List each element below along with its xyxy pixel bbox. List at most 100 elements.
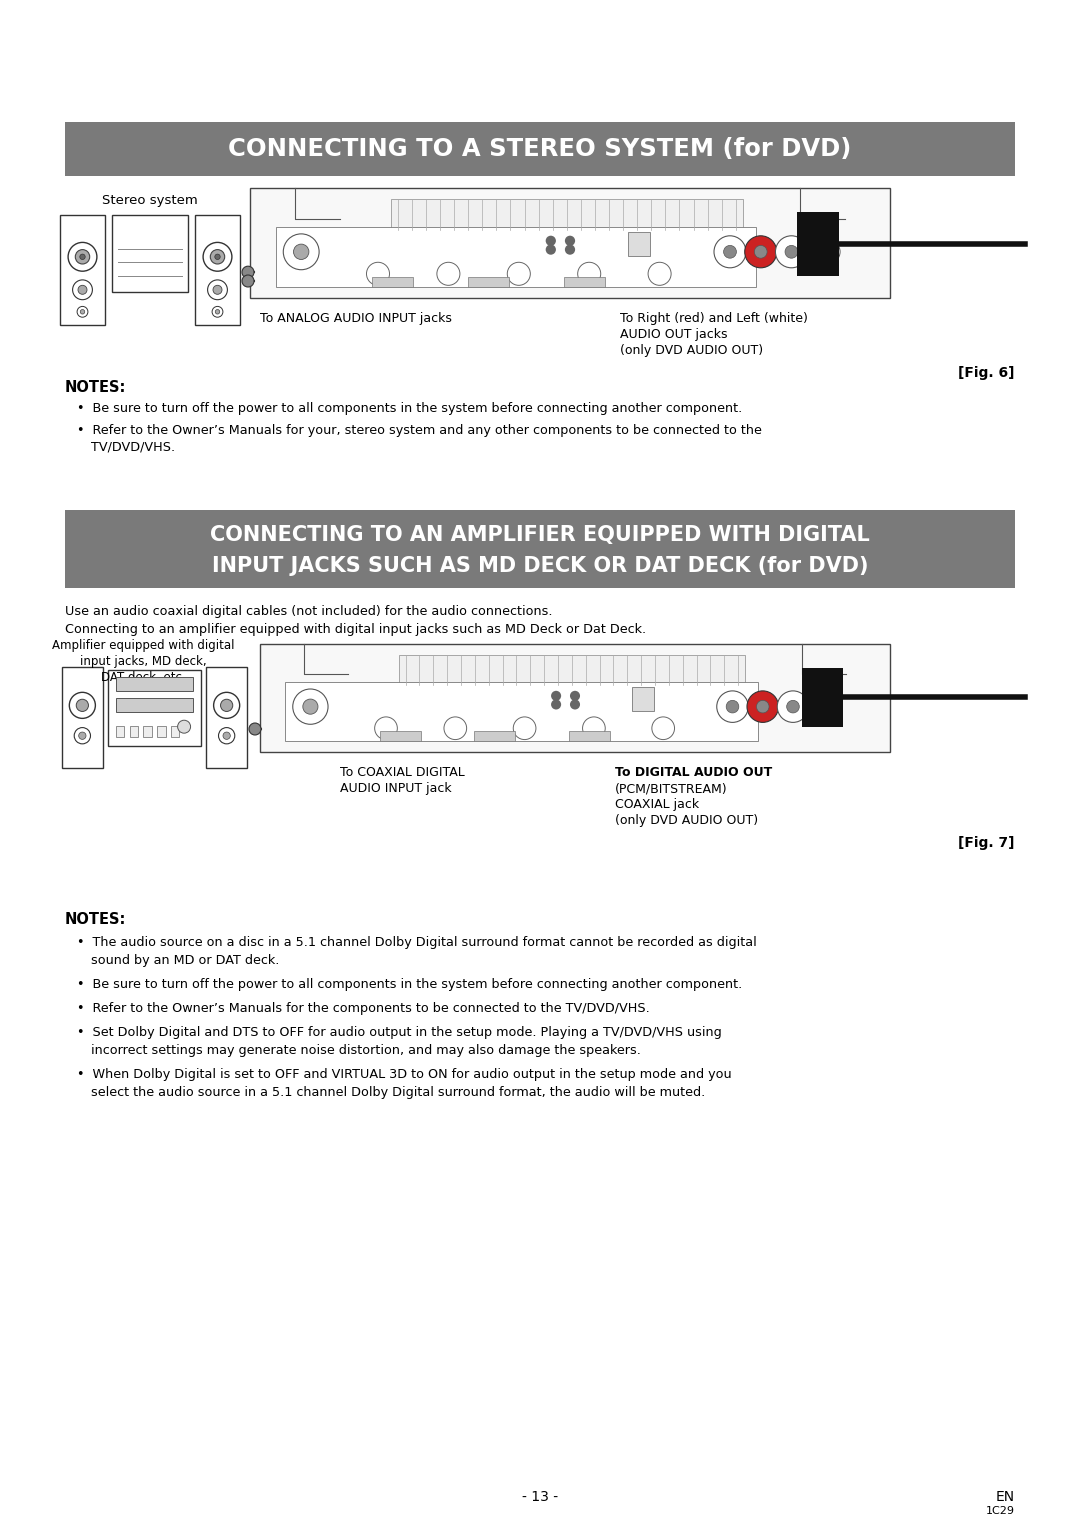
Circle shape: [69, 692, 95, 718]
Bar: [627, 232, 650, 257]
Bar: [275, 226, 756, 287]
Bar: [564, 277, 605, 287]
Text: CONNECTING TO A STEREO SYSTEM (for DVD): CONNECTING TO A STEREO SYSTEM (for DVD): [228, 138, 852, 160]
Bar: [171, 726, 179, 736]
Bar: [108, 671, 201, 746]
Circle shape: [508, 263, 530, 286]
Circle shape: [582, 717, 605, 740]
Circle shape: [444, 717, 467, 740]
Text: •  Refer to the Owner’s Manuals for your, stereo system and any other components: • Refer to the Owner’s Manuals for your,…: [77, 423, 761, 437]
Text: DAT deck, etc.: DAT deck, etc.: [102, 671, 186, 685]
Bar: [285, 681, 758, 741]
Circle shape: [293, 689, 328, 724]
Circle shape: [775, 235, 808, 267]
Bar: [206, 666, 247, 769]
Text: •  When Dolby Digital is set to OFF and VIRTUAL 3D to ON for audio output in the: • When Dolby Digital is set to OFF and V…: [77, 1068, 731, 1080]
Text: Use an audio coaxial digital cables (not included) for the audio connections.: Use an audio coaxial digital cables (not…: [65, 605, 553, 617]
Circle shape: [565, 244, 576, 255]
Circle shape: [437, 263, 460, 286]
Circle shape: [75, 727, 91, 744]
Text: (PCM/BITSTREAM): (PCM/BITSTREAM): [615, 782, 728, 795]
Bar: [116, 726, 124, 736]
Text: NOTES:: NOTES:: [65, 912, 126, 927]
Bar: [260, 643, 890, 752]
Circle shape: [714, 235, 746, 267]
Circle shape: [215, 254, 220, 260]
Circle shape: [72, 280, 93, 299]
Bar: [130, 726, 138, 736]
Bar: [797, 212, 839, 277]
Circle shape: [213, 286, 222, 295]
Bar: [474, 732, 515, 741]
Bar: [60, 215, 105, 325]
Text: •  Be sure to turn off the power to all components in the system before connecti: • Be sure to turn off the power to all c…: [77, 402, 742, 416]
Text: TV/DVD/VHS.: TV/DVD/VHS.: [91, 440, 175, 452]
Text: •  Refer to the Owner’s Manuals for the components to be connected to the TV/DVD: • Refer to the Owner’s Manuals for the c…: [77, 1002, 650, 1015]
Circle shape: [551, 691, 562, 701]
Circle shape: [778, 691, 809, 723]
Text: CONNECTING TO AN AMPLIFIER EQUIPPED WITH DIGITAL: CONNECTING TO AN AMPLIFIER EQUIPPED WITH…: [211, 526, 869, 545]
Text: •  The audio source on a disc in a 5.1 channel Dolby Digital surround format can: • The audio source on a disc in a 5.1 ch…: [77, 937, 757, 949]
Circle shape: [249, 723, 261, 735]
Bar: [372, 277, 414, 287]
Text: NOTES:: NOTES:: [65, 380, 126, 396]
Text: EN: EN: [996, 1490, 1015, 1504]
Circle shape: [717, 691, 748, 723]
Circle shape: [570, 691, 580, 701]
Bar: [249, 188, 890, 298]
Text: Connecting to an amplifier equipped with digital input jacks such as MD Deck or : Connecting to an amplifier equipped with…: [65, 623, 646, 636]
Circle shape: [222, 732, 230, 740]
Circle shape: [77, 307, 87, 318]
Circle shape: [220, 700, 233, 712]
Circle shape: [214, 692, 240, 718]
Circle shape: [745, 235, 777, 267]
Circle shape: [824, 248, 833, 257]
Circle shape: [211, 249, 225, 264]
Circle shape: [68, 243, 97, 270]
Circle shape: [242, 275, 254, 287]
Text: •  Set Dolby Digital and DTS to OFF for audio output in the setup mode. Playing : • Set Dolby Digital and DTS to OFF for a…: [77, 1025, 721, 1039]
Bar: [380, 732, 420, 741]
Circle shape: [76, 249, 90, 264]
Text: To COAXIAL DIGITAL: To COAXIAL DIGITAL: [340, 766, 464, 779]
Text: To Right (red) and Left (white): To Right (red) and Left (white): [620, 312, 808, 325]
Circle shape: [294, 244, 309, 260]
Circle shape: [785, 246, 798, 258]
Bar: [158, 726, 165, 736]
Circle shape: [818, 240, 840, 263]
Circle shape: [726, 700, 739, 714]
Bar: [399, 656, 745, 685]
Circle shape: [177, 720, 190, 733]
Circle shape: [366, 263, 390, 286]
Text: AUDIO OUT jacks: AUDIO OUT jacks: [620, 329, 728, 341]
Circle shape: [513, 717, 536, 740]
Circle shape: [565, 235, 576, 246]
Text: select the audio source in a 5.1 channel Dolby Digital surround format, the audi: select the audio source in a 5.1 channel…: [91, 1086, 705, 1099]
Circle shape: [825, 703, 834, 711]
Circle shape: [819, 695, 841, 718]
Text: [Fig. 7]: [Fig. 7]: [959, 836, 1015, 850]
Circle shape: [80, 254, 85, 260]
Circle shape: [652, 717, 675, 740]
Circle shape: [551, 700, 562, 709]
Circle shape: [747, 691, 779, 723]
Bar: [62, 666, 103, 769]
Bar: [569, 732, 609, 741]
Bar: [391, 199, 743, 229]
Circle shape: [212, 307, 222, 318]
Text: (only DVD AUDIO OUT): (only DVD AUDIO OUT): [620, 344, 764, 358]
Text: COAXIAL jack: COAXIAL jack: [615, 798, 699, 811]
Circle shape: [545, 244, 556, 255]
Text: input jacks, MD deck,: input jacks, MD deck,: [80, 656, 206, 668]
Circle shape: [77, 700, 89, 712]
Circle shape: [786, 700, 799, 714]
Bar: [65, 510, 1015, 588]
Circle shape: [207, 280, 228, 299]
Circle shape: [283, 234, 319, 270]
Circle shape: [242, 266, 254, 278]
Bar: [195, 215, 240, 325]
Circle shape: [78, 286, 87, 295]
Bar: [468, 277, 509, 287]
Text: •  Be sure to turn off the power to all components in the system before connecti: • Be sure to turn off the power to all c…: [77, 978, 742, 992]
Bar: [65, 122, 1015, 176]
